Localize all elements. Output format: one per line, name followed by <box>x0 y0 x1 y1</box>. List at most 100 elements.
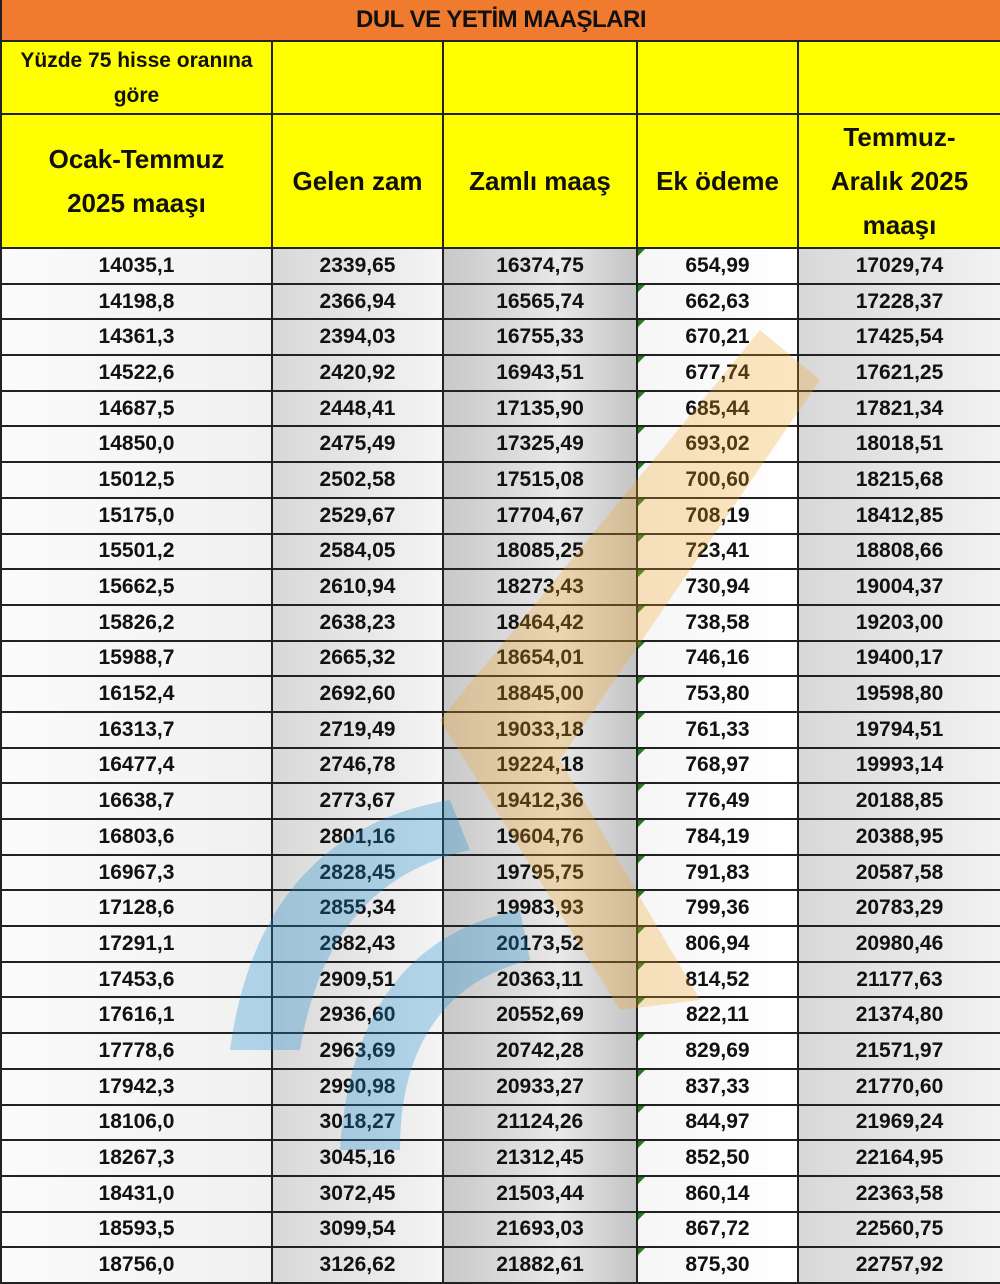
cell-jan-jul-salary: 17453,6 <box>0 960 273 999</box>
cell-jul-dec-salary: 21177,63 <box>796 960 1000 999</box>
cell-raise: 2828,45 <box>271 853 444 892</box>
table-row: 15826,2 2638,23 18464,42 738,58 19203,00 <box>0 603 1000 642</box>
cell-jan-jul-salary: 16967,3 <box>0 853 273 892</box>
cell-extra-payment: 814,52 <box>636 960 799 999</box>
cell-jul-dec-salary: 19203,00 <box>796 603 1000 642</box>
table-row: 16477,4 2746,78 19224,18 768,97 19993,14 <box>0 746 1000 785</box>
cell-jul-dec-salary: 17821,34 <box>796 389 1000 428</box>
column-header: Temmuz-Aralık 2025 maaşı <box>796 113 1000 249</box>
table-row: 14035,1 2339,65 16374,75 654,99 17029,74 <box>0 247 1000 285</box>
cell-extra-payment: 837,33 <box>636 1067 799 1106</box>
cell-raised-salary: 16565,74 <box>442 282 638 321</box>
cell-raised-salary: 20933,27 <box>442 1067 638 1106</box>
table-row: 15012,5 2502,58 17515,08 700,60 18215,68 <box>0 461 1000 499</box>
table-row: 17291,1 2882,43 20173,52 806,94 20980,46 <box>0 925 1000 963</box>
cell-extra-payment: 685,44 <box>636 389 799 428</box>
cell-jul-dec-salary: 20783,29 <box>796 889 1000 928</box>
cell-raise: 2638,23 <box>271 603 444 642</box>
table-row: 17616,1 2936,60 20552,69 822,11 21374,80 <box>0 996 1000 1035</box>
cell-jan-jul-salary: 15826,2 <box>0 603 273 642</box>
cell-raise: 2990,98 <box>271 1067 444 1106</box>
cell-extra-payment: 654,99 <box>636 247 799 285</box>
table-row: 17942,3 2990,98 20933,27 837,33 21770,60 <box>0 1067 1000 1106</box>
table-row: 16313,7 2719,49 19033,18 761,33 19794,51 <box>0 710 1000 749</box>
cell-extra-payment: 693,02 <box>636 425 799 464</box>
table-row: 16638,7 2773,67 19412,36 776,49 20188,85 <box>0 782 1000 820</box>
cell-raise: 2420,92 <box>271 354 444 392</box>
cell-raise: 3099,54 <box>271 1210 444 1249</box>
cell-raised-salary: 19604,76 <box>442 818 638 856</box>
table-row: 14198,8 2366,94 16565,74 662,63 17228,37 <box>0 282 1000 321</box>
empty-header-cell <box>636 40 799 115</box>
cell-raised-salary: 18085,25 <box>442 532 638 571</box>
cell-jan-jul-salary: 14035,1 <box>0 247 273 285</box>
cell-raised-salary: 16943,51 <box>442 354 638 392</box>
cell-raise: 2448,41 <box>271 389 444 428</box>
empty-header-cell <box>271 40 444 115</box>
cell-jul-dec-salary: 17228,37 <box>796 282 1000 321</box>
cell-jan-jul-salary: 15175,0 <box>0 496 273 535</box>
cell-extra-payment: 662,63 <box>636 282 799 321</box>
cell-jul-dec-salary: 19794,51 <box>796 710 1000 749</box>
table-row: 16152,4 2692,60 18845,00 753,80 19598,80 <box>0 675 1000 713</box>
cell-raised-salary: 18464,42 <box>442 603 638 642</box>
cell-extra-payment: 670,21 <box>636 318 799 357</box>
table-row: 18267,3 3045,16 21312,45 852,50 22164,95 <box>0 1139 1000 1177</box>
cell-raised-salary: 21693,03 <box>442 1210 638 1249</box>
cell-extra-payment: 761,33 <box>636 710 799 749</box>
cell-raise: 2665,32 <box>271 639 444 678</box>
cell-raise: 2882,43 <box>271 925 444 963</box>
table-row: 15662,5 2610,94 18273,43 730,94 19004,37 <box>0 568 1000 606</box>
table-title: DUL VE YETİM MAAŞLARI <box>0 0 1000 42</box>
cell-extra-payment: 723,41 <box>636 532 799 571</box>
cell-raised-salary: 21503,44 <box>442 1174 638 1213</box>
cell-jan-jul-salary: 15988,7 <box>0 639 273 678</box>
cell-extra-payment: 829,69 <box>636 1032 799 1070</box>
table-row: 17128,6 2855,34 19983,93 799,36 20783,29 <box>0 889 1000 928</box>
cell-extra-payment: 677,74 <box>636 354 799 392</box>
cell-jul-dec-salary: 22560,75 <box>796 1210 1000 1249</box>
cell-extra-payment: 852,50 <box>636 1139 799 1177</box>
cell-jan-jul-salary: 15501,2 <box>0 532 273 571</box>
cell-jul-dec-salary: 21374,80 <box>796 996 1000 1035</box>
cell-jul-dec-salary: 20388,95 <box>796 818 1000 856</box>
cell-jul-dec-salary: 19598,80 <box>796 675 1000 713</box>
table-row: 17778,6 2963,69 20742,28 829,69 21571,97 <box>0 1032 1000 1070</box>
cell-raised-salary: 19033,18 <box>442 710 638 749</box>
cell-raise: 2475,49 <box>271 425 444 464</box>
cell-raise: 3045,16 <box>271 1139 444 1177</box>
table-row: 14850,0 2475,49 17325,49 693,02 18018,51 <box>0 425 1000 464</box>
cell-raised-salary: 19412,36 <box>442 782 638 820</box>
cell-jul-dec-salary: 20980,46 <box>796 925 1000 963</box>
cell-jan-jul-salary: 18431,0 <box>0 1174 273 1213</box>
cell-raise: 2610,94 <box>271 568 444 606</box>
cell-extra-payment: 799,36 <box>636 889 799 928</box>
cell-extra-payment: 700,60 <box>636 461 799 499</box>
cell-raise: 2692,60 <box>271 675 444 713</box>
cell-extra-payment: 822,11 <box>636 996 799 1035</box>
cell-jul-dec-salary: 19004,37 <box>796 568 1000 606</box>
cell-raise: 2963,69 <box>271 1032 444 1070</box>
cell-raised-salary: 20742,28 <box>442 1032 638 1070</box>
table-row: 18106,0 3018,27 21124,26 844,97 21969,24 <box>0 1103 1000 1142</box>
cell-jul-dec-salary: 22164,95 <box>796 1139 1000 1177</box>
cell-raise: 3126,62 <box>271 1246 444 1284</box>
cell-jul-dec-salary: 19400,17 <box>796 639 1000 678</box>
cell-jan-jul-salary: 16313,7 <box>0 710 273 749</box>
cell-jul-dec-salary: 21969,24 <box>796 1103 1000 1142</box>
cell-jan-jul-salary: 17616,1 <box>0 996 273 1035</box>
cell-jul-dec-salary: 22363,58 <box>796 1174 1000 1213</box>
cell-raise: 3072,45 <box>271 1174 444 1213</box>
cell-jul-dec-salary: 18412,85 <box>796 496 1000 535</box>
cell-jul-dec-salary: 17029,74 <box>796 247 1000 285</box>
column-header: Zamlı maaş <box>442 113 638 249</box>
cell-extra-payment: 867,72 <box>636 1210 799 1249</box>
cell-jan-jul-salary: 15662,5 <box>0 568 273 606</box>
cell-raise: 2936,60 <box>271 996 444 1035</box>
cell-raise: 2584,05 <box>271 532 444 571</box>
cell-extra-payment: 776,49 <box>636 782 799 820</box>
cell-extra-payment: 806,94 <box>636 925 799 963</box>
cell-raised-salary: 20173,52 <box>442 925 638 963</box>
table-row: 18431,0 3072,45 21503,44 860,14 22363,58 <box>0 1174 1000 1213</box>
